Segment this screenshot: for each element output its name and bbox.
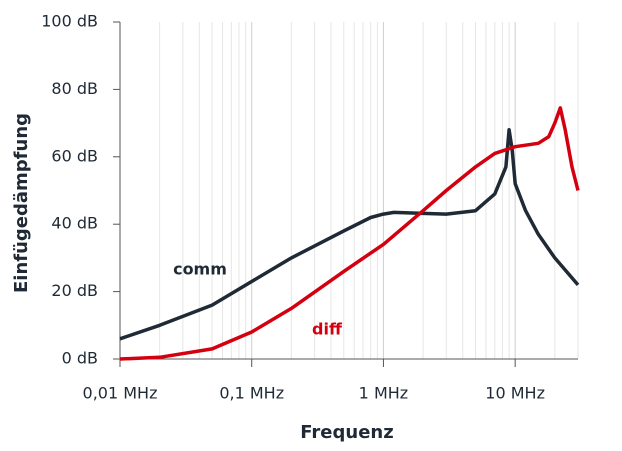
x-tick-label: 10 MHz — [485, 384, 545, 403]
y-tick-label: 100 dB — [41, 12, 98, 31]
y-tick-label: 20 dB — [51, 281, 98, 300]
series-line — [119, 128, 580, 341]
y-tick-label: 0 dB — [62, 349, 98, 368]
x-tick-label: 0,01 MHz — [83, 384, 158, 403]
x-axis-label: Frequenz — [300, 422, 393, 443]
y-tick-label: 40 dB — [51, 214, 98, 233]
y-tick-label: 60 dB — [51, 146, 98, 165]
series-label: comm — [173, 260, 227, 279]
y-axis-label: Einfügedämpfung — [11, 113, 32, 293]
x-tick-label: 1 MHz — [359, 384, 409, 403]
y-tick-label: 80 dB — [51, 79, 98, 98]
series-line — [119, 106, 580, 361]
x-tick-label: 0,1 MHz — [219, 384, 284, 403]
series-label: diff — [312, 320, 343, 339]
